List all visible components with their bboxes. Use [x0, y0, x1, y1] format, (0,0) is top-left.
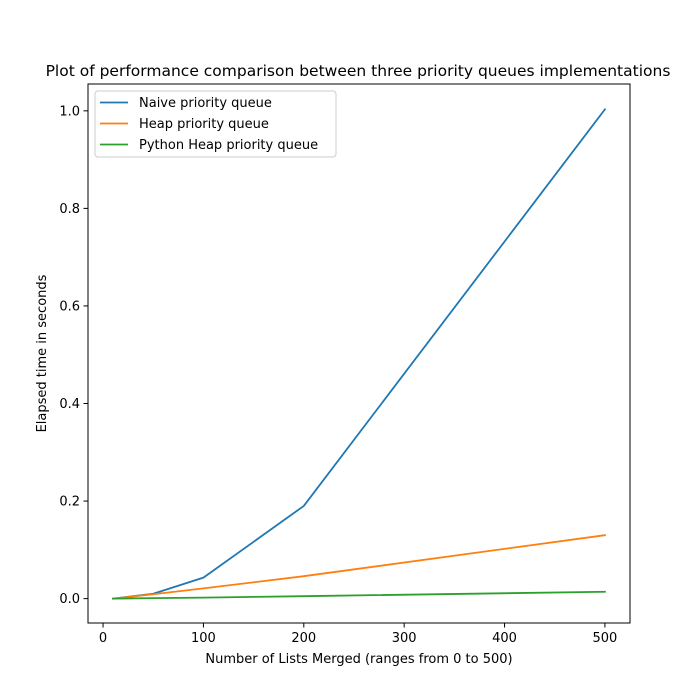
x-tick-label: 200	[291, 631, 316, 646]
y-tick-label: 0.0	[59, 592, 80, 607]
series-line-3	[112, 590, 606, 600]
chart-title: Plot of performance comparison between t…	[46, 62, 671, 80]
legend: Naive priority queue Heap priority queue P…	[94, 90, 337, 158]
y-tick-label: 0.8	[59, 202, 80, 217]
x-tick-label: 300	[392, 631, 417, 646]
plot-frame	[87, 83, 631, 624]
y-tick-label: 0.6	[59, 299, 80, 314]
y-tick-label: 0.4	[59, 397, 80, 412]
x-tick-label: 100	[191, 631, 216, 646]
x-tick-label: 400	[492, 631, 517, 646]
legend-label-1: Naive priority queue	[139, 96, 272, 111]
x-tick-label: 500	[592, 631, 617, 646]
legend-label-2: Heap priority queue	[139, 117, 269, 132]
legend-label-3: Python Heap priority queue	[139, 138, 318, 153]
x-axis-label: Number of Lists Merged (ranges from 0 to…	[205, 652, 512, 667]
series-layer	[112, 108, 607, 600]
y-tick-label: 1.0	[59, 104, 80, 119]
y-tick-label: 0.2	[59, 495, 80, 510]
series-line-2	[112, 534, 606, 600]
y-axis-ticks: 0.0 0.2 0.4 0.6 0.8 1.0	[59, 104, 88, 607]
y-axis-label: Elapsed time in seconds	[35, 274, 50, 432]
legend-box	[94, 90, 337, 158]
x-tick-label: 0	[99, 631, 107, 646]
x-axis-ticks: 0 100 200 300 400 500	[99, 623, 617, 646]
